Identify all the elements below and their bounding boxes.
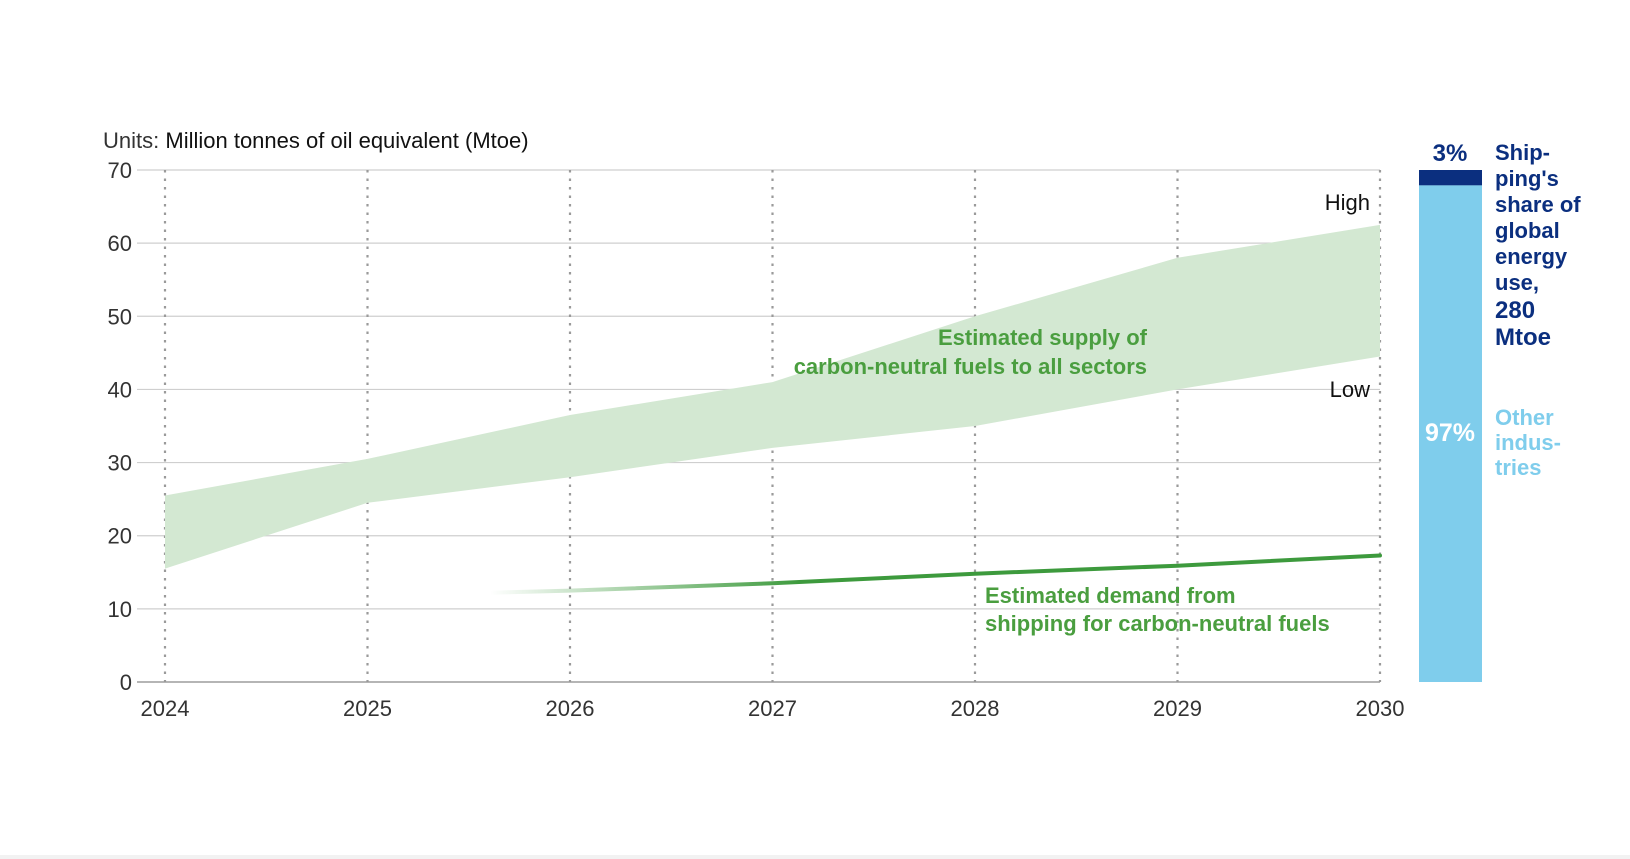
shipping-total-line: 280 <box>1495 297 1535 324</box>
other-label-line: Other <box>1495 405 1554 430</box>
x-tick-label: 2029 <box>1153 696 1202 721</box>
shipping-total-line: Mtoe <box>1495 324 1551 351</box>
units-prefix: Units: <box>103 128 159 153</box>
demand-annotation-line1: Estimated demand from <box>985 583 1236 608</box>
x-axis-tick-labels: 2024 2025 2026 2027 2028 2029 2030 <box>141 696 1405 721</box>
demand-line <box>487 553 1382 595</box>
supply-band-area <box>165 224 1380 569</box>
y-tick-label: 10 <box>108 597 132 622</box>
shipping-share-label: Ship- ping's share of global energy use,… <box>1495 140 1581 351</box>
x-tick-label: 2030 <box>1356 696 1405 721</box>
shipping-label-line: ping's <box>1495 166 1559 191</box>
shipping-label-line: global <box>1495 218 1560 243</box>
share-bar-other-percent: 97% <box>1425 419 1475 447</box>
y-tick-label: 30 <box>108 451 132 476</box>
y-tick-label: 40 <box>108 377 132 402</box>
y-axis-tick-labels: 0 10 20 30 40 50 60 70 <box>108 158 132 695</box>
other-label-line: indus- <box>1495 430 1561 455</box>
supply-annotation-line1: Estimated supply of <box>938 325 1148 350</box>
x-tick-label: 2028 <box>951 696 1000 721</box>
y-tick-label: 50 <box>108 304 132 329</box>
x-tick-label: 2025 <box>343 696 392 721</box>
share-bar-shipping <box>1419 170 1482 186</box>
shipping-label-line: use, <box>1495 270 1539 295</box>
share-bar-shipping-percent: 3% <box>1433 140 1468 167</box>
high-label: High <box>1325 190 1370 215</box>
x-tick-label: 2027 <box>748 696 797 721</box>
y-tick-label: 70 <box>108 158 132 183</box>
other-label-line: tries <box>1495 455 1541 480</box>
shipping-label-line: Ship- <box>1495 140 1550 165</box>
y-tick-label: 20 <box>108 524 132 549</box>
demand-annotation-line2: shipping for carbon-neutral fuels <box>985 611 1330 636</box>
bottom-divider <box>0 855 1630 859</box>
y-tick-label: 60 <box>108 231 132 256</box>
units-text: Million tonnes of oil equivalent (Mtoe) <box>165 128 528 153</box>
shipping-label-line: share of <box>1495 192 1581 217</box>
other-industries-label: Other indus- tries <box>1495 405 1561 480</box>
x-tick-label: 2024 <box>141 696 190 721</box>
x-tick-label: 2026 <box>546 696 595 721</box>
units-title: Units: Million tonnes of oil equivalent … <box>103 128 529 153</box>
y-tick-label: 0 <box>120 670 132 695</box>
share-bar-other-industries <box>1419 185 1482 682</box>
shipping-label-line: energy <box>1495 244 1568 269</box>
supply-annotation-line2: carbon-neutral fuels to all sectors <box>794 354 1147 379</box>
low-label: Low <box>1330 377 1370 402</box>
